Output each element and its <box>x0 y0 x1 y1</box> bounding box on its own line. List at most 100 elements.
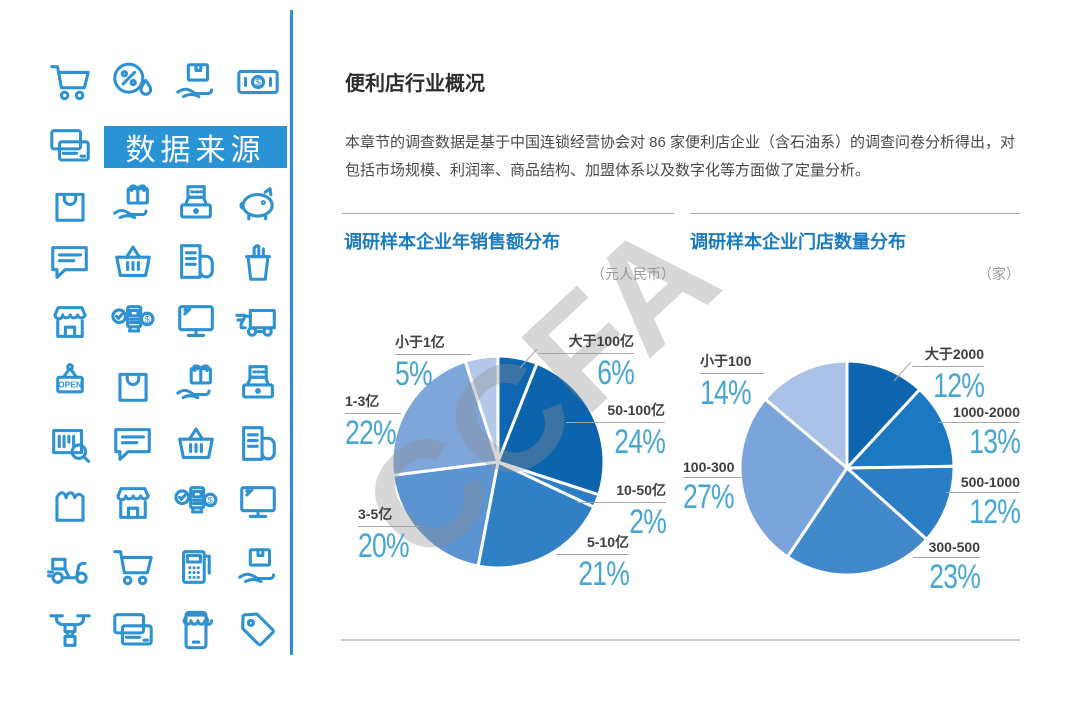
shopping-basket-icon <box>173 421 219 467</box>
delivery-scooter-icon <box>47 544 93 590</box>
pie-label: 100-300 27% <box>683 459 745 515</box>
data-source-banner: 数据来源 <box>104 126 287 168</box>
banknote-icon: $ <box>235 59 281 105</box>
right-chart-topline <box>690 213 1020 214</box>
pie-label-category: 大于2000 <box>912 344 984 367</box>
shopping-cart-icon <box>47 59 93 105</box>
package-hand-icon <box>235 544 281 590</box>
pie-label-percent: 27% <box>683 478 735 516</box>
pie-label-category: 100-300 <box>683 459 745 478</box>
pie-slice <box>845 388 956 470</box>
pie-label-category: 小于100 <box>700 351 764 374</box>
left-chart-unit: （元人民币） <box>591 266 675 282</box>
shopping-cart-icon <box>110 544 156 590</box>
right-chart-unit: （家） <box>978 266 1020 282</box>
pie-label-percent: 21% <box>578 555 630 593</box>
mobile-shop-icon <box>173 607 219 653</box>
pie-label-percent: 2% <box>629 503 667 541</box>
storefront-icon <box>110 480 156 526</box>
price-tag-icon <box>235 607 281 653</box>
monitor-icon <box>235 480 281 526</box>
pie-label-category: 5-10亿 <box>556 532 629 555</box>
monitor-icon <box>173 299 219 345</box>
pie-slice <box>763 359 849 470</box>
credit-cards-icon <box>110 607 156 653</box>
grocery-bag-icon <box>47 480 93 526</box>
pie-label-percent: 5% <box>395 355 433 393</box>
pie-label: 10-50亿 2% <box>577 480 667 541</box>
pie-slice <box>390 359 500 477</box>
drink-cup-icon <box>235 239 281 285</box>
credit-cards-icon <box>47 123 93 169</box>
pie-slice <box>476 460 596 570</box>
open-sign-icon: OPEN <box>47 360 93 406</box>
pie-label-category: 300-500 <box>913 539 980 558</box>
svg-text:$: $ <box>255 77 261 88</box>
receipt-roll-icon <box>173 239 219 285</box>
pie-label-percent: 6% <box>597 354 635 392</box>
shopping-bag-icon <box>47 180 93 226</box>
right-chart-title: 调研样本企业门店数量分布 <box>690 232 906 252</box>
pie-label: 300-500 23% <box>913 539 981 596</box>
pie-label: 小于100 14% <box>700 351 764 411</box>
pie-slice <box>845 464 956 541</box>
pie-chart-0 <box>390 354 606 570</box>
pie-label-percent: 14% <box>700 374 752 412</box>
pie-chart-1 <box>738 359 956 577</box>
bottom-rule <box>341 639 1020 641</box>
storefront-icon <box>47 299 93 345</box>
pos-terminal-icon: $ <box>173 480 219 526</box>
pie-label-category: 10-50亿 <box>577 480 666 503</box>
cash-register-icon <box>235 360 281 406</box>
pie-label-percent: 12% <box>933 367 985 405</box>
pie-label: 大于100亿 6% <box>538 331 635 392</box>
pie-label-category: 500-1000 <box>946 474 1020 493</box>
gift-hand-icon <box>173 360 219 406</box>
sidebar-divider <box>290 10 293 655</box>
pie-slice <box>845 359 922 470</box>
pie-label-percent: 20% <box>358 527 410 565</box>
chat-bubble-icon <box>47 239 93 285</box>
delivery-truck-icon <box>235 299 281 345</box>
pie-label-percent: 23% <box>929 558 981 596</box>
pie-label: 大于2000 12% <box>912 344 985 405</box>
pie-label-percent: 13% <box>969 423 1021 461</box>
pie-label-category: 3-5亿 <box>358 504 420 527</box>
pie-label: 1-3亿 22% <box>345 391 401 451</box>
pie-label: 5-10亿 21% <box>556 532 630 593</box>
chat-bubble-icon <box>110 421 156 467</box>
shopping-basket-icon <box>110 239 156 285</box>
cash-register-icon <box>173 180 219 226</box>
pie-slice <box>391 460 500 568</box>
shopping-bag-icon <box>110 360 156 406</box>
package-hand-icon <box>173 59 219 105</box>
pie-label-category: 小于1亿 <box>395 332 471 355</box>
pie-label: 50-100亿 24% <box>566 400 666 460</box>
pie-label: 小于1亿 5% <box>395 332 471 392</box>
pie-slice <box>738 397 849 559</box>
pie-label-category: 大于100亿 <box>538 331 634 354</box>
pie-label-category: 50-100亿 <box>566 400 665 423</box>
piggy-bank-icon <box>235 180 281 226</box>
discount-badge-icon <box>110 59 156 105</box>
pie-label: 1000-2000 13% <box>938 404 1021 461</box>
pie-slice <box>463 354 500 464</box>
calculator-icon <box>173 544 219 590</box>
pie-label: 500-1000 12% <box>946 474 1021 531</box>
pie-label-category: 1000-2000 <box>938 404 1020 423</box>
gift-hand-icon <box>110 180 156 226</box>
pie-label: 3-5亿 20% <box>358 504 420 564</box>
receipt-roll-icon <box>235 421 281 467</box>
svg-text:$: $ <box>145 315 151 326</box>
pie-label-percent: 12% <box>969 493 1021 531</box>
pie-label-percent: 22% <box>345 414 397 452</box>
sidebar: $ $ OPEN $ 数据来源 <box>0 0 300 722</box>
pie-slice <box>785 466 929 577</box>
left-chart-title: 调研样本企业年销售额分布 <box>344 232 560 252</box>
pie-slice <box>496 361 606 497</box>
pie-label-category: 1-3亿 <box>345 391 401 414</box>
delivery-drone-icon <box>47 607 93 653</box>
svg-text:OPEN: OPEN <box>58 380 82 390</box>
barcode-search-icon <box>47 421 93 467</box>
